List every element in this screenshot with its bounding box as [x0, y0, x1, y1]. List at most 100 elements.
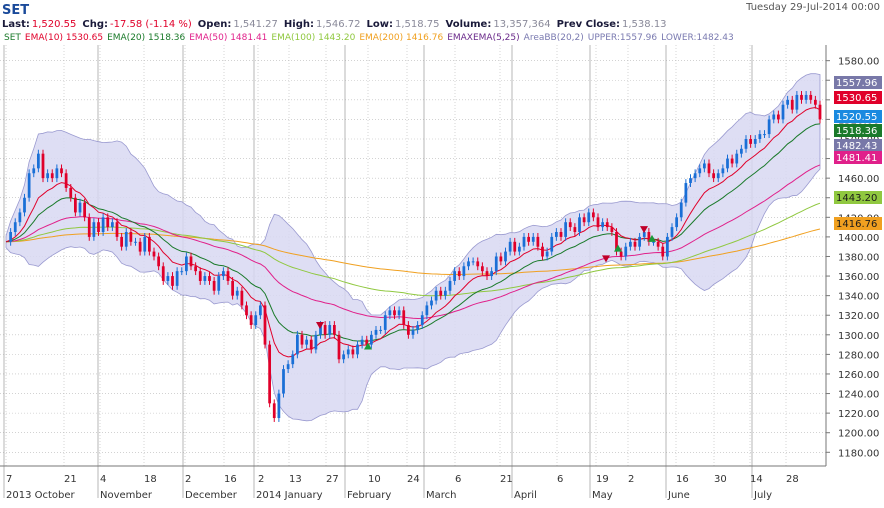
- candle-body: [578, 217, 581, 233]
- candle-body: [545, 251, 549, 257]
- x-day-label: 24: [407, 474, 420, 485]
- candle-body: [50, 173, 54, 179]
- candle-body: [194, 266, 198, 272]
- candle-body: [291, 354, 295, 365]
- signal-up-arrow: [648, 234, 656, 242]
- quote-label: Volume:: [446, 19, 492, 30]
- candle-body: [23, 197, 26, 213]
- price-tag-label: 1416.76: [836, 219, 877, 230]
- candle-body: [790, 99, 794, 110]
- candle-body: [189, 256, 193, 267]
- x-day-label: 21: [64, 474, 77, 485]
- candle-body: [513, 241, 517, 252]
- candle-body: [712, 173, 716, 179]
- candle-body: [92, 222, 96, 237]
- candle-body: [462, 266, 466, 277]
- legend-item: EMA(100) 1443.20: [271, 33, 355, 43]
- candle-body: [231, 280, 235, 296]
- quote-value: 13,357,364: [493, 19, 550, 30]
- candle-body: [781, 104, 785, 120]
- candle-body: [628, 241, 632, 247]
- candle-body: [101, 217, 105, 233]
- candle-body: [221, 271, 225, 277]
- candle-body: [235, 290, 239, 296]
- symbol-title: SET: [2, 3, 29, 18]
- candle-body: [508, 241, 512, 252]
- candle-body: [684, 183, 688, 203]
- x-month-label: May: [592, 490, 613, 501]
- candle-body: [402, 310, 406, 326]
- price-tag-box: [834, 110, 882, 123]
- quote-value: 1,538.13: [622, 19, 667, 30]
- candle-body: [568, 222, 572, 228]
- quote-label: High:: [284, 19, 314, 30]
- quote-value: 1,546.72: [316, 19, 361, 30]
- x-month-label: July: [753, 490, 772, 501]
- candle-body: [494, 256, 498, 272]
- candle-body: [97, 222, 100, 233]
- price-tag-label: 1481.41: [836, 153, 877, 164]
- x-day-label: 30: [714, 474, 727, 485]
- candle-body: [619, 251, 623, 257]
- candle-body: [134, 241, 137, 243]
- candle-body: [541, 246, 544, 257]
- x-day-label: 2: [185, 474, 191, 485]
- x-month-label: 2013 October: [6, 490, 76, 501]
- candle-body: [652, 241, 655, 243]
- candle-body: [295, 334, 299, 355]
- candle-body: [60, 168, 63, 174]
- candle-body: [323, 325, 327, 335]
- candle-body: [180, 271, 184, 273]
- candle-body: [13, 222, 17, 233]
- candle-body: [328, 325, 332, 335]
- x-day-label: 2: [628, 474, 634, 485]
- candle-body: [554, 232, 558, 237]
- quote-value: 1,518.75: [395, 19, 440, 30]
- candle-body: [772, 114, 776, 120]
- candle-body: [351, 349, 355, 355]
- candle-body: [818, 104, 822, 120]
- candle-body: [716, 173, 720, 179]
- ema-200-line: [5, 228, 821, 276]
- candle-body: [550, 236, 554, 252]
- price-tag-box: [834, 91, 882, 104]
- candle-body: [282, 369, 285, 394]
- x-day-label: 4: [100, 474, 106, 485]
- candle-body: [536, 236, 540, 247]
- candle-body: [300, 334, 304, 345]
- candle-body: [32, 168, 36, 174]
- x-month-label: December: [185, 490, 238, 501]
- candle-body: [268, 344, 272, 404]
- legend-bb-upper: UPPER:1557.96: [588, 33, 658, 43]
- candle-body: [212, 280, 216, 291]
- y-tick-label: 1320.00: [838, 311, 879, 322]
- y-tick-label: 1580.00: [838, 57, 879, 68]
- candle-body: [379, 329, 383, 331]
- candle-body: [457, 271, 461, 277]
- candle-body: [693, 173, 697, 179]
- candle-body: [587, 212, 591, 223]
- candle-body: [157, 256, 161, 267]
- y-tick-label: 1220.00: [838, 409, 879, 420]
- candle-body: [647, 232, 651, 242]
- quote-value: 1,541.27: [233, 19, 278, 30]
- candle-body: [124, 232, 128, 247]
- candle-body: [425, 305, 429, 316]
- candle-body: [332, 325, 336, 335]
- candle-body: [430, 300, 433, 306]
- bollinger-band: [5, 73, 821, 422]
- x-day-label: 6: [455, 474, 461, 485]
- candle-body: [73, 197, 77, 213]
- candle-body: [795, 94, 799, 110]
- candle-body: [605, 222, 609, 228]
- candle-body: [476, 261, 480, 267]
- x-day-label: 16: [224, 474, 237, 485]
- candle-body: [184, 256, 188, 272]
- candle-body: [679, 202, 683, 218]
- legend-item: EMA(10) 1530.65: [25, 33, 103, 43]
- price-tag-label: 1557.96: [836, 78, 877, 89]
- price-tag-label: 1518.36: [836, 126, 877, 137]
- candle-body: [258, 305, 262, 316]
- candle-body: [804, 94, 808, 100]
